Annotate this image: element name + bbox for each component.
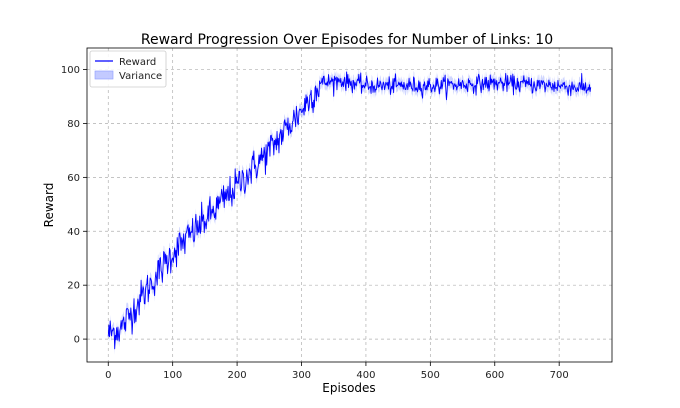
- legend-label-reward: Reward: [119, 57, 156, 68]
- y-axis-ticks: 0 20 40 60 80 100: [61, 65, 87, 346]
- reward-line-layer: [107, 71, 592, 350]
- variance-band-layer: [108, 66, 591, 355]
- y-tick-label: 100: [61, 65, 80, 76]
- y-tick-label: 40: [67, 227, 80, 238]
- x-tick-label: 700: [550, 370, 569, 381]
- y-tick-label: 60: [67, 173, 80, 184]
- x-axis-label: Episodes: [322, 381, 375, 395]
- plot-frame: [86, 47, 613, 363]
- x-tick-label: 200: [228, 370, 247, 381]
- x-tick-label: 500: [421, 370, 440, 381]
- grid-lines: [87, 48, 612, 362]
- x-tick-label: 100: [163, 370, 182, 381]
- legend: Reward Variance: [89, 50, 167, 88]
- x-tick-label: 300: [292, 370, 311, 381]
- y-tick-label: 0: [74, 335, 80, 346]
- reward-line: [107, 71, 592, 350]
- variance-band: [108, 66, 591, 355]
- y-tick-label: 20: [67, 281, 80, 292]
- y-tick-label: 80: [67, 119, 80, 130]
- y-axis-label: Reward: [42, 183, 56, 228]
- chart-title: Reward Progression Over Episodes for Num…: [141, 32, 553, 48]
- x-tick-label: 400: [356, 370, 375, 381]
- x-tick-label: 600: [485, 370, 504, 381]
- legend-label-variance: Variance: [119, 71, 162, 82]
- legend-swatch-variance: [94, 70, 114, 80]
- x-tick-label: 0: [105, 370, 111, 381]
- x-axis-ticks: 0 100 200 300 400 500 600 700: [105, 362, 569, 381]
